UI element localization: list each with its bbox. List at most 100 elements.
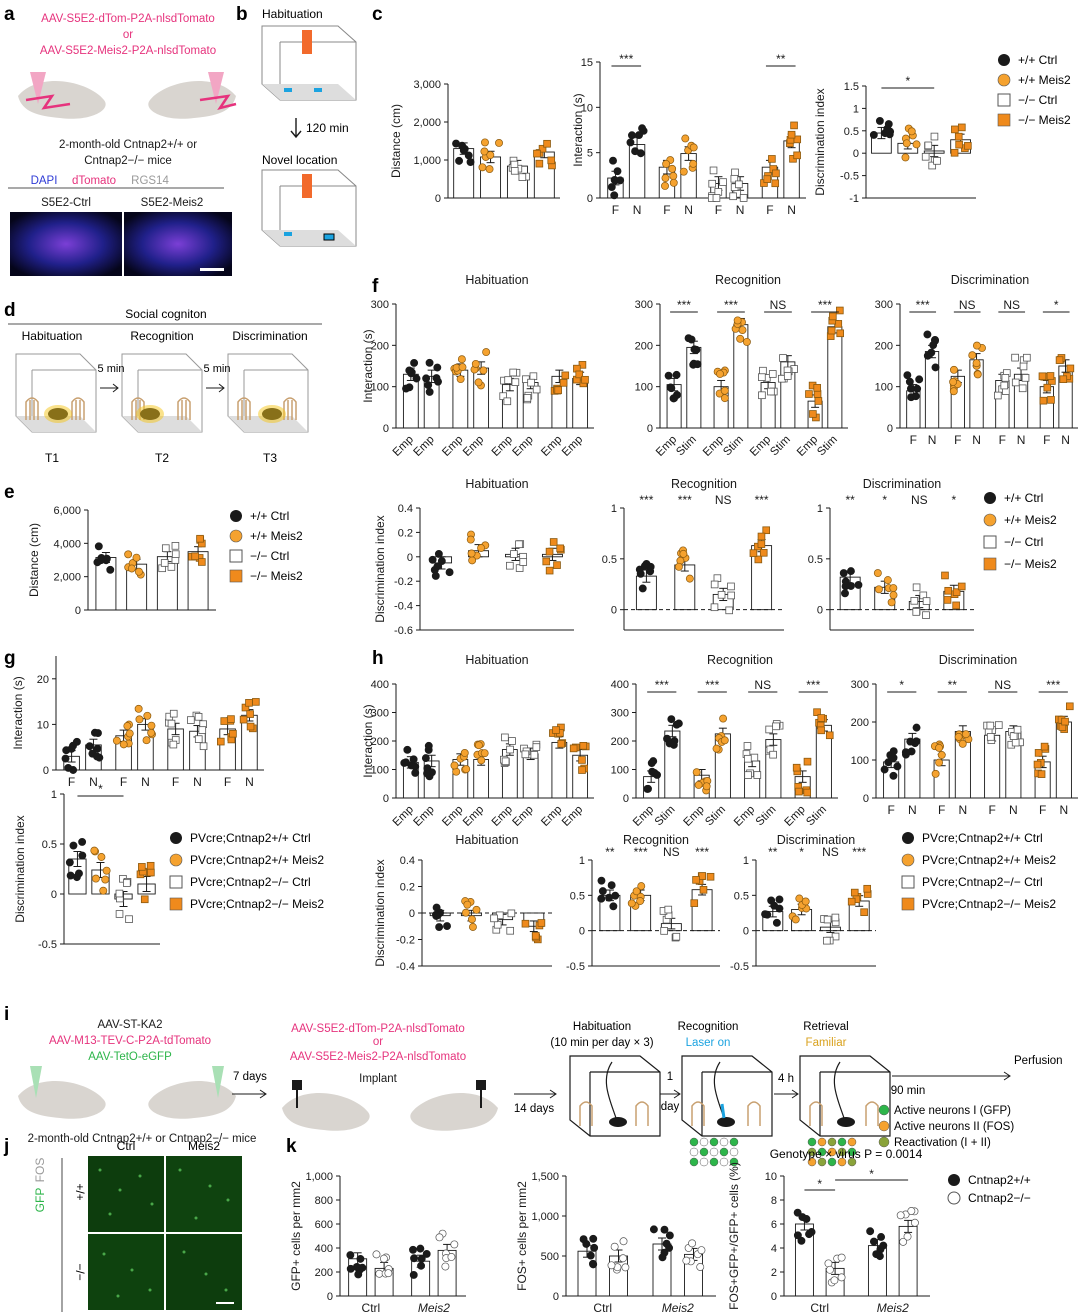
data-point xyxy=(658,1253,667,1262)
y-tick-label: 100 xyxy=(635,382,653,394)
data-point xyxy=(545,566,554,575)
x-tick-label: N xyxy=(959,803,968,817)
data-point xyxy=(531,932,540,940)
data-point xyxy=(409,1245,417,1254)
i-14days: 14 days xyxy=(514,1103,555,1115)
data-point xyxy=(809,410,817,418)
data-point xyxy=(609,902,618,911)
data-point xyxy=(523,394,532,402)
data-point xyxy=(134,567,143,576)
chart-title: Habituation xyxy=(465,477,528,491)
data-point xyxy=(889,753,898,762)
i-1day-a: 1 xyxy=(667,1071,673,1083)
data-point xyxy=(493,920,502,929)
data-point xyxy=(837,1273,846,1282)
data-point xyxy=(667,715,676,724)
legend-h-3: PVcre;Cntnap2−/− Ctrl xyxy=(922,875,1043,889)
panel-b: Habituation 120 min Novel location xyxy=(261,7,357,247)
significance-label: * xyxy=(952,493,957,507)
y-tick-label: 0 xyxy=(75,605,81,617)
significance-label: *** xyxy=(639,493,653,507)
y-tick-label: 0 xyxy=(853,148,859,160)
data-point xyxy=(994,721,1003,729)
y-tick-label: 1 xyxy=(853,103,859,115)
data-point xyxy=(875,116,884,125)
data-point xyxy=(889,591,898,599)
data-point xyxy=(481,138,489,147)
d-delay-2: 5 min xyxy=(204,363,231,375)
stain-rgs14: RGS14 xyxy=(131,175,169,187)
data-point xyxy=(710,603,719,612)
y-axis-label: Discrimination index xyxy=(373,515,387,622)
data-point xyxy=(986,733,995,741)
x-tick-label: N xyxy=(928,433,937,447)
significance-label: * xyxy=(98,782,103,796)
y-axis-label: Discrimination index xyxy=(813,88,827,195)
y-tick-label: 0.5 xyxy=(734,890,749,902)
panel-label-f: f xyxy=(372,276,379,297)
significance-label: NS xyxy=(911,493,928,507)
panel-i: AAV-ST-KA2 AAV-M13-TEV-C-P2A-tdTomato AA… xyxy=(18,1019,1063,1167)
y-tick-label: 1,000 xyxy=(413,155,441,167)
significance-label: NS xyxy=(959,298,976,312)
data-point xyxy=(495,138,503,147)
i-mice-in-boxes xyxy=(609,1117,855,1127)
legend-f: +/+ Ctrl +/+ Meis2 −/− Ctrl −/− Meis2 xyxy=(983,491,1057,571)
y-tick-label: 600 xyxy=(315,1219,333,1231)
data-point xyxy=(447,1253,456,1261)
data-point xyxy=(907,1207,916,1215)
injection-needle-left xyxy=(30,72,46,104)
significance-label: NS xyxy=(663,845,680,859)
i-mice-label: 2-month-old Cntnap2+/+ or Cntnap2−/− mic… xyxy=(28,1133,257,1145)
panel-label-g: g xyxy=(4,648,16,669)
significance-label: ** xyxy=(845,493,855,507)
i-hipp-left xyxy=(18,1080,106,1119)
y-tick-label: 200 xyxy=(611,736,629,748)
x-tick-label: Meis2 xyxy=(662,1301,694,1314)
i-cups xyxy=(579,1101,879,1126)
data-point xyxy=(749,549,758,557)
significance-label: ** xyxy=(948,678,958,692)
data-point xyxy=(90,846,99,855)
data-point xyxy=(797,1236,806,1245)
data-point xyxy=(581,375,589,384)
data-point xyxy=(246,722,255,731)
significance-label: *** xyxy=(852,845,866,859)
data-point xyxy=(758,373,766,381)
i-mid-virus-2: AAV-S5E2-Meis2-P2A-nlsdTomato xyxy=(290,1051,466,1063)
y-tick-label: -0.5 xyxy=(840,171,859,183)
data-point xyxy=(733,316,742,325)
y-tick-label: 15 xyxy=(581,57,593,69)
data-point xyxy=(841,577,850,586)
data-point xyxy=(384,1269,393,1278)
data-point xyxy=(146,861,155,870)
legend-g-3: PVcre;Cntnap2−/− Ctrl xyxy=(190,875,311,889)
y-tick-label: 800 xyxy=(315,1195,333,1207)
data-point xyxy=(846,567,855,576)
y-tick-label: -0.4 xyxy=(396,961,415,973)
x-tick-label: Ctrl xyxy=(810,1301,829,1314)
data-point xyxy=(669,740,678,749)
y-tick-label: 0 xyxy=(743,926,749,938)
data-point xyxy=(869,1237,878,1246)
data-point xyxy=(880,765,889,774)
data-point xyxy=(759,366,767,375)
significance-label: * xyxy=(905,74,910,88)
data-point xyxy=(435,923,444,932)
data-point xyxy=(903,1232,912,1241)
data-point xyxy=(831,932,840,941)
data-point xyxy=(708,179,717,188)
y-axis-label: FOS+ cells per mm2 xyxy=(515,1181,529,1291)
y-tick-label: 10 xyxy=(581,102,593,114)
legend-h-1: PVcre;Cntnap2+/+ Ctrl xyxy=(922,831,1043,845)
data-point xyxy=(931,363,940,372)
i-rec: Recognition xyxy=(678,1021,739,1033)
data-point xyxy=(952,601,960,610)
data-point xyxy=(667,384,676,393)
data-point xyxy=(490,914,498,923)
data-point xyxy=(450,761,459,770)
hippocampus-right-shape xyxy=(148,80,236,119)
data-point xyxy=(814,397,823,405)
